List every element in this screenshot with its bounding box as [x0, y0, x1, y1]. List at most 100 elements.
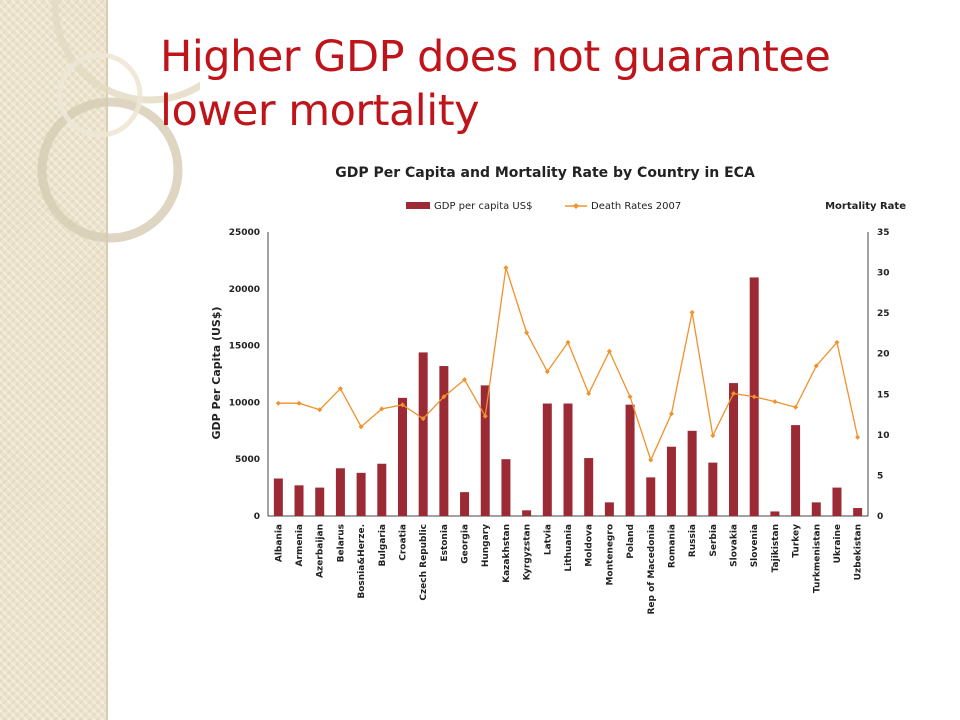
death-rate-series [275, 265, 861, 463]
side-panel-edge [106, 0, 108, 720]
x-tick-label: Tajikistan [771, 524, 781, 572]
death-rate-marker [668, 411, 674, 417]
death-rate-marker [358, 424, 364, 430]
gdp-bar [625, 404, 635, 516]
death-rate-marker [317, 407, 323, 413]
gdp-bar [770, 511, 780, 516]
death-rate-marker [855, 434, 861, 440]
x-tick-label: Turkmenistan [812, 524, 822, 593]
x-tick-label: Lithuania [564, 524, 574, 572]
x-tick-label: Latvia [543, 524, 553, 555]
legend: GDP per capita US$ Death Rates 2007 [406, 201, 681, 212]
y-tick-label: 10000 [229, 398, 260, 408]
y-tick-label: 25000 [229, 228, 260, 238]
death-rate-marker [689, 309, 695, 315]
gdp-bar [418, 352, 428, 516]
x-tick-label: Moldova [585, 524, 595, 567]
x-tick-label: Slovenia [750, 524, 760, 567]
death-rate-marker [503, 265, 509, 271]
gdp-bar [729, 383, 739, 516]
death-rate-marker [586, 390, 592, 396]
x-tick-label: Kazakhstan [502, 524, 512, 583]
death-rate-marker [565, 339, 571, 345]
y-tick-label: 5000 [235, 455, 260, 465]
x-tick-label: Armenia [295, 524, 305, 566]
death-rate-marker [710, 433, 716, 439]
gdp-mortality-chart: GDP Per Capita and Mortality Rate by Cou… [210, 165, 906, 615]
death-rate-marker [834, 339, 840, 345]
y-axis-ticks: 0 5000 10000 15000 20000 25000 [229, 228, 260, 522]
x-tick-label: Georgia [461, 524, 471, 564]
slide-title: Higher GDP does not guarantee lower mort… [160, 32, 831, 136]
x-tick-label: Ukraine [833, 524, 843, 563]
y2-tick-label: 10 [877, 431, 890, 441]
death-rate-marker [337, 386, 343, 392]
x-tick-label: Romania [667, 524, 677, 568]
gdp-bar [501, 459, 511, 516]
death-rate-marker [379, 406, 385, 412]
gdp-bar [666, 446, 676, 516]
x-tick-label: Bosnia&Herze. [357, 524, 367, 599]
y-axis-title: GDP Per Capita (US$) [210, 306, 223, 439]
y2-tick-label: 5 [877, 471, 883, 481]
y-tick-label: 15000 [229, 342, 260, 352]
x-tick-label: Turkey [792, 524, 802, 558]
y2-tick-label: 35 [877, 228, 890, 238]
gdp-bar [811, 502, 821, 516]
death-rate-marker [462, 377, 468, 383]
gdp-bar [439, 366, 449, 516]
gdp-bar [832, 487, 842, 516]
y2-tick-label: 20 [877, 350, 890, 360]
death-rate-marker [751, 394, 757, 400]
x-tick-label: Kyrgyzstan [523, 524, 533, 580]
death-rate-marker [482, 413, 488, 419]
x-tick-label: Belarus [336, 524, 346, 562]
gdp-bar [356, 472, 366, 516]
death-rate-marker [441, 394, 447, 400]
death-rate-marker [399, 402, 405, 408]
side-panel [0, 0, 107, 720]
x-tick-label: Slovakia [730, 524, 740, 567]
y2-tick-label: 25 [877, 309, 890, 319]
chart-title: GDP Per Capita and Mortality Rate by Cou… [335, 165, 755, 181]
death-rate-marker [772, 399, 778, 405]
x-tick-label: Hungary [481, 524, 491, 567]
gdp-bar [315, 487, 325, 516]
x-axis-labels: Albania Armenia Azerbaijan Belarus Bosnia&He… [274, 524, 863, 615]
legend-bar-swatch [406, 202, 430, 209]
gdp-bar [563, 403, 573, 516]
y2-tick-label: 15 [877, 390, 890, 400]
gdp-bar [853, 508, 863, 516]
gdp-bar [377, 463, 387, 516]
decorative-rings [37, 0, 200, 243]
x-tick-label: Serbia [709, 524, 719, 557]
legend-line-marker [573, 203, 579, 209]
death-rate-marker [813, 363, 819, 369]
gdp-bar [273, 478, 283, 516]
death-rate-marker [275, 400, 281, 406]
x-tick-label: Azerbaijan [316, 524, 326, 578]
x-tick-label: Rep of Macedonia [647, 524, 657, 615]
gdp-bar [646, 477, 656, 516]
death-rate-marker [731, 390, 737, 396]
x-tick-label: Estonia [440, 524, 450, 562]
death-rate-marker [296, 400, 302, 406]
death-rate-marker [648, 457, 654, 463]
death-rate-marker [606, 348, 612, 354]
gdp-bar [584, 458, 594, 516]
gdp-bar [542, 403, 552, 516]
gdp-bars [273, 277, 863, 516]
death-rate-marker [544, 369, 550, 375]
y2-tick-label: 30 [877, 269, 890, 279]
x-tick-label: Poland [626, 524, 636, 559]
gdp-bar [294, 485, 304, 516]
x-tick-label: Uzbekistan [854, 524, 864, 580]
x-tick-label: Bulgaria [378, 524, 388, 566]
gdp-bar [480, 385, 490, 516]
x-tick-label: Croatia [398, 524, 408, 561]
legend-gdp-label: GDP per capita US$ [434, 201, 532, 212]
gdp-bar [791, 425, 801, 516]
gdp-bar [522, 510, 532, 516]
death-rate-marker [793, 404, 799, 410]
y-tick-label: 20000 [229, 285, 260, 295]
